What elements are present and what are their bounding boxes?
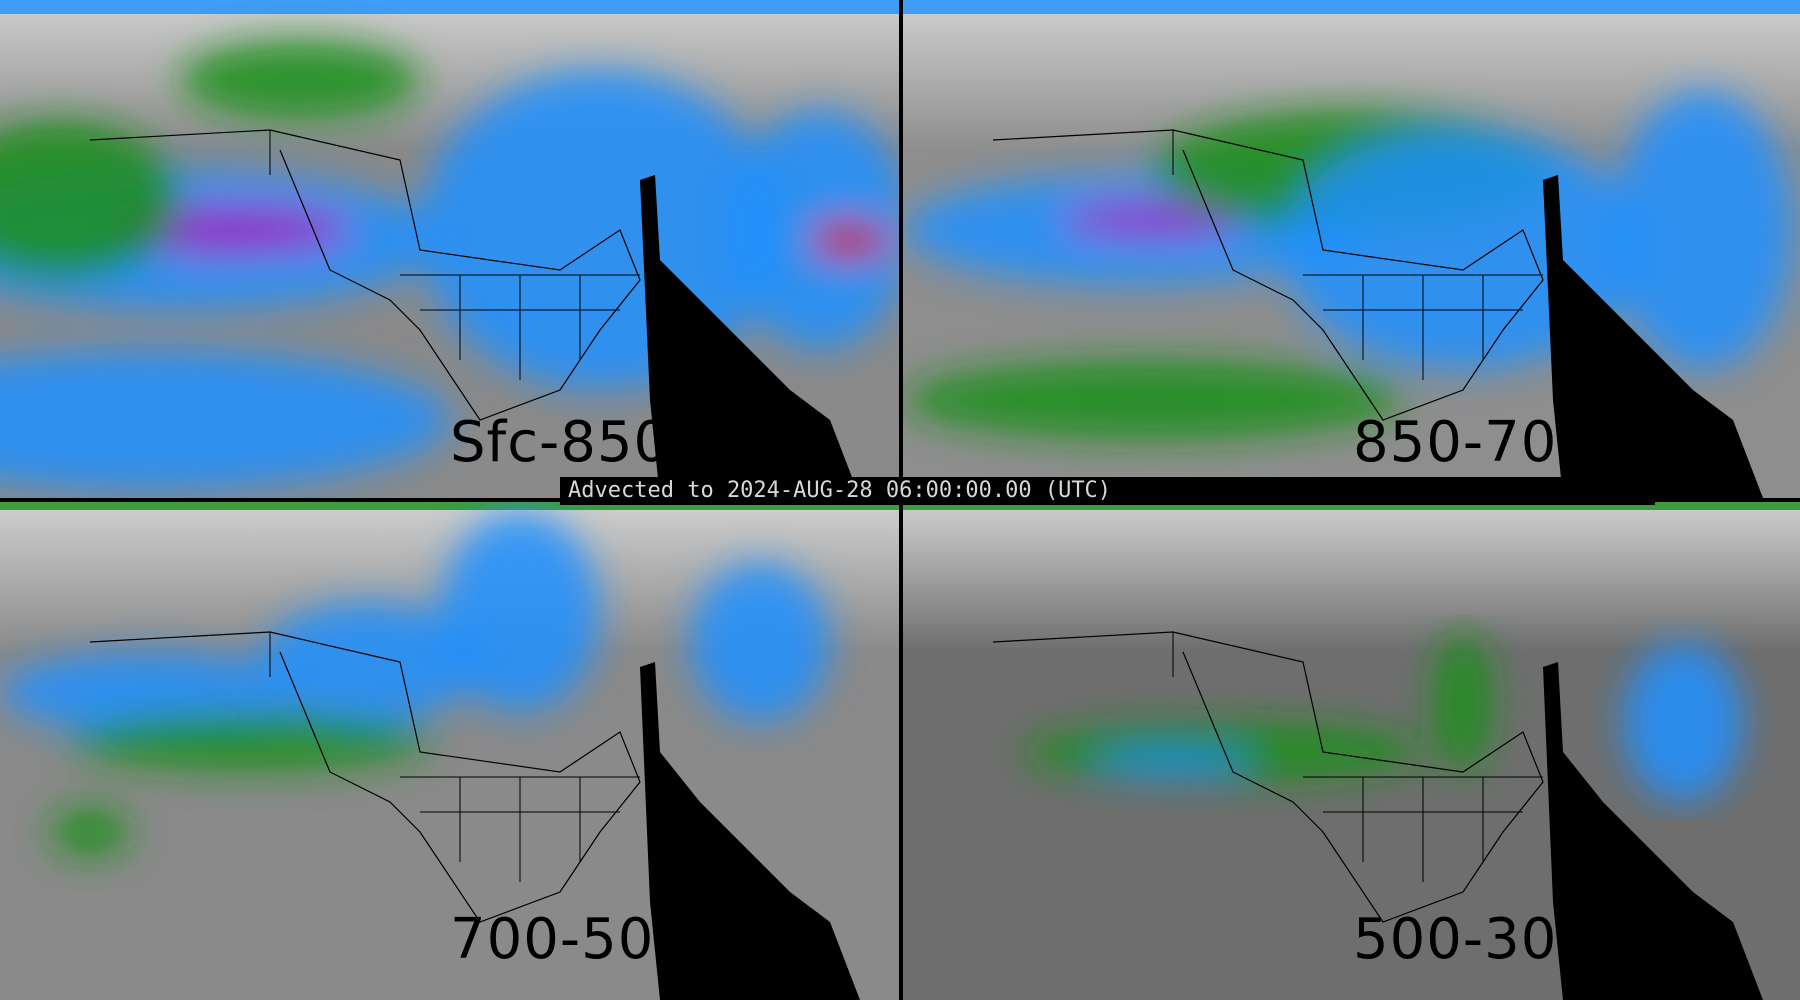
no-data-region <box>1543 662 1763 1000</box>
layer-label: 850-700 <box>1353 410 1594 475</box>
no-data-region <box>640 662 860 1000</box>
moisture-blob <box>0 350 450 490</box>
jet-band <box>0 0 899 14</box>
moisture-blob <box>1063 202 1243 238</box>
moisture-blob <box>70 712 430 772</box>
no-data-mask <box>640 662 860 1000</box>
jet-band <box>903 502 1800 510</box>
panel-500-300: 500-300 <box>903 502 1800 1000</box>
layer-label: 500-300 <box>1353 907 1594 972</box>
panel-700-500: 700-500 <box>0 502 899 1000</box>
moisture-blob <box>730 110 899 350</box>
state-borders <box>269 632 640 882</box>
field-map <box>0 0 899 498</box>
moisture-blob <box>690 562 830 722</box>
moisture-blob <box>1093 750 1253 774</box>
moisture-blob <box>1623 642 1743 802</box>
moisture-blob <box>810 220 890 260</box>
layer-label: 700-500 <box>450 907 691 972</box>
moisture-blob <box>260 602 480 722</box>
state-borders <box>1172 130 1543 380</box>
coastline <box>89 631 641 923</box>
moisture-blob <box>0 652 300 732</box>
no-data-mask <box>640 175 860 498</box>
moisture-blob <box>440 512 600 712</box>
moisture-blob <box>0 120 180 280</box>
jet-band <box>0 502 899 510</box>
moisture-blob <box>1613 90 1793 370</box>
moisture-blob <box>903 360 1403 440</box>
no-data-mask <box>1543 662 1763 1000</box>
panel-sfc-850: Sfc-850 <box>0 0 899 498</box>
coastline <box>992 129 1544 421</box>
moisture-blob <box>50 807 130 857</box>
no-data-region <box>640 175 860 498</box>
advection-time-title: Advected to 2024-AUG-28 06:00:00.00 (UTC… <box>560 477 1655 505</box>
moisture-blob <box>1433 632 1493 772</box>
moisture-blob <box>180 40 420 120</box>
coastline <box>992 631 1544 923</box>
no-data-mask <box>1543 175 1763 498</box>
no-data-region <box>1543 175 1763 498</box>
state-borders <box>1172 632 1543 882</box>
layer-label: Sfc-850 <box>450 410 671 475</box>
jet-band <box>903 0 1800 14</box>
coastline <box>89 129 641 421</box>
state-borders <box>269 130 640 380</box>
panel-850-700: 850-700 <box>903 0 1800 498</box>
